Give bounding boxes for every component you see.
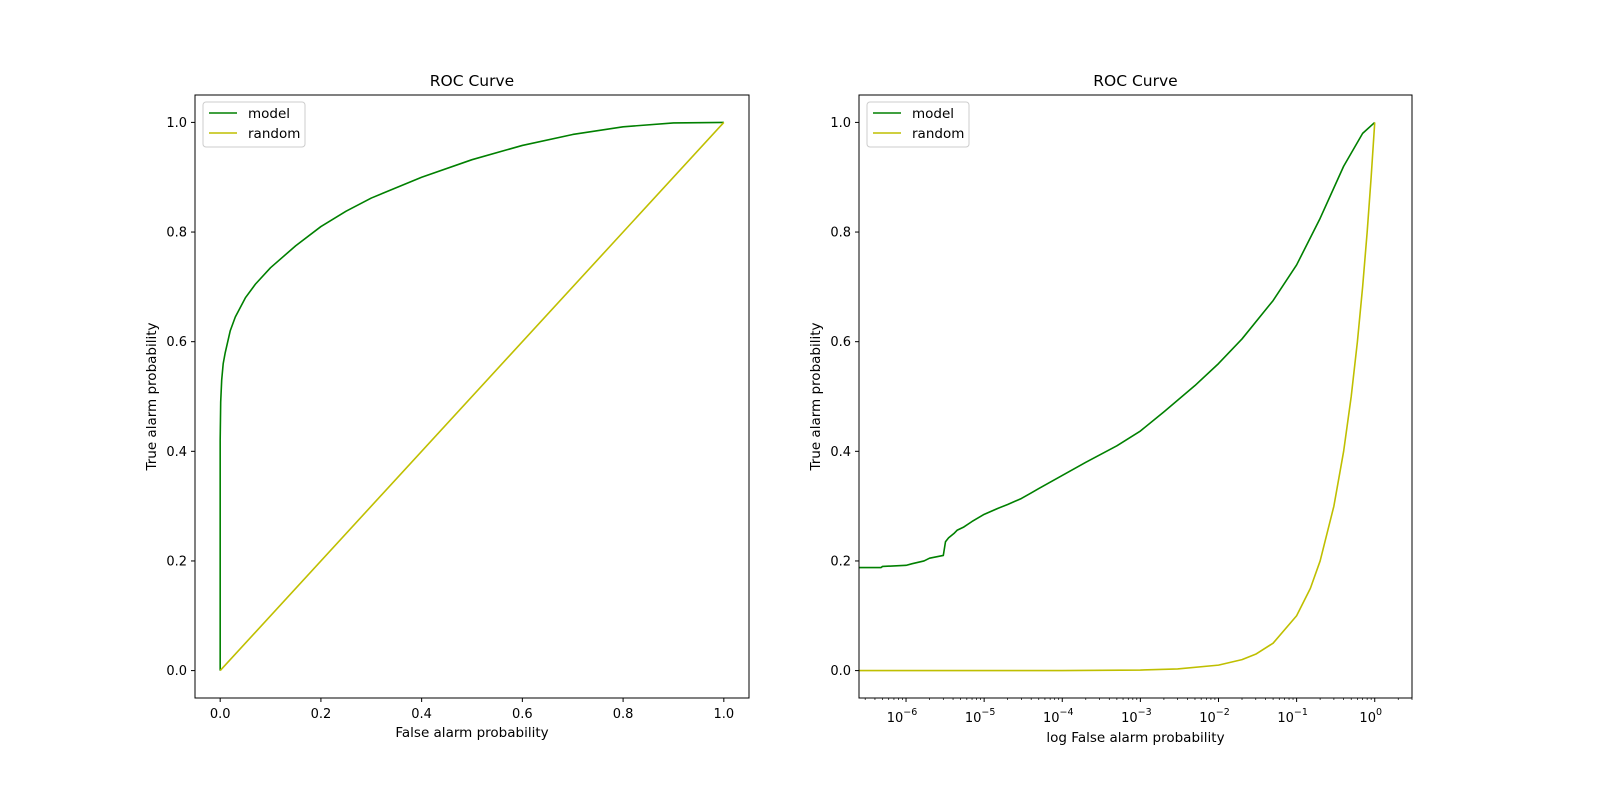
x-tick-label: 0.0	[210, 707, 231, 722]
chart-title: ROC Curve	[1093, 72, 1177, 90]
roc-chart-linear: 0.0 0.2 0.4 0.6 0.8 1.0 0.0 0.2 0.4 0.6 0.8 1.0 ROC …	[144, 72, 750, 741]
x-tick-label: 10−4	[1043, 707, 1074, 726]
x-tick-base: 10	[965, 711, 982, 726]
y-tick-label: 0.0	[166, 664, 187, 679]
x-tick-base: 10	[1359, 711, 1376, 726]
y-tick-label: 1.0	[830, 116, 851, 131]
y-tick-label: 0.4	[830, 445, 851, 460]
x-tick-label: 10−3	[1121, 707, 1152, 726]
legend-label-random: random	[912, 126, 964, 142]
x-tick-label: 10−6	[887, 707, 918, 726]
series-line-model	[219, 121, 724, 671]
x-tick-exponent: −3	[1138, 707, 1152, 718]
y-axis-label: True alarm probability	[144, 322, 160, 471]
x-tick-label: 10−5	[965, 707, 996, 726]
x-tick-label: 0.6	[512, 707, 533, 722]
x-tick-exponent: −1	[1294, 707, 1308, 718]
plot-frame	[858, 94, 1413, 699]
x-tick-exponent: −5	[981, 707, 995, 718]
legend: model random	[866, 101, 970, 148]
x-tick-label: 0.4	[411, 707, 432, 722]
legend-label-model: model	[248, 106, 290, 122]
y-tick-label: 0.8	[830, 226, 851, 241]
y-tick-label: 0.2	[830, 554, 851, 569]
y-axis-label: True alarm probability	[808, 322, 824, 471]
x-tick-exponent: −4	[1060, 707, 1074, 718]
series-line-model	[859, 121, 1376, 569]
x-tick-label: 0.8	[613, 707, 634, 722]
y-tick-label: 0.6	[166, 335, 187, 350]
y-tick-label: 0.4	[166, 445, 187, 460]
x-tick-label: 10−1	[1277, 707, 1308, 726]
legend-label-random: random	[248, 126, 300, 142]
x-tick-base: 10	[1277, 711, 1294, 726]
roc-chart-log: 10−6 10−5 10−4 10−3 10−2 10−1 1000.00.20.40.60…	[808, 72, 1413, 746]
chart-title: ROC Curve	[430, 72, 514, 90]
x-tick-base: 10	[1121, 711, 1138, 726]
x-axis-label: False alarm probability	[395, 725, 548, 741]
y-tick-label: 0.2	[166, 554, 187, 569]
series-line-random	[219, 121, 725, 672]
x-axis-label: log False alarm probability	[1046, 730, 1224, 746]
series-line-random	[859, 122, 1376, 672]
legend-label-model: model	[912, 106, 954, 122]
x-tick-label: 100	[1359, 707, 1382, 726]
x-tick-base: 10	[887, 711, 904, 726]
y-tick-label: 0.8	[166, 226, 187, 241]
x-tick-label: 0.2	[311, 707, 332, 722]
y-tick-label: 0.0	[830, 664, 851, 679]
y-tick-label: 0.6	[830, 335, 851, 350]
legend: model random	[202, 101, 306, 148]
x-tick-base: 10	[1043, 711, 1060, 726]
x-tick-label: 1.0	[713, 707, 734, 722]
plot-frame	[194, 94, 750, 699]
y-tick-label: 1.0	[166, 116, 187, 131]
x-tick-exponent: −2	[1216, 707, 1230, 718]
x-tick-label: 10−2	[1199, 707, 1230, 726]
x-tick-exponent: −6	[903, 707, 917, 718]
x-tick-base: 10	[1199, 711, 1216, 726]
x-tick-exponent: 0	[1376, 707, 1382, 718]
